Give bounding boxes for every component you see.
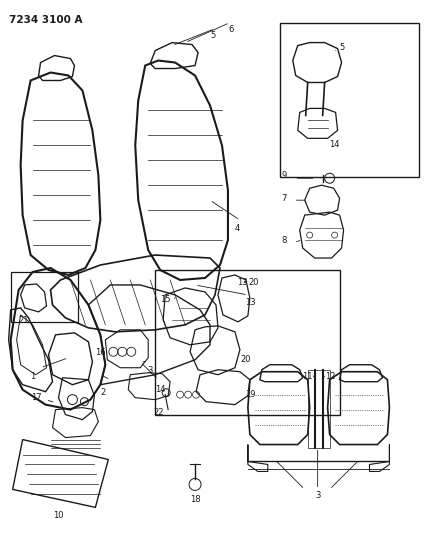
Text: 16: 16	[95, 348, 106, 357]
Text: 7: 7	[282, 193, 287, 203]
Text: 4: 4	[235, 224, 240, 233]
Text: 3: 3	[315, 491, 320, 500]
Text: 15: 15	[160, 295, 171, 304]
Text: 13: 13	[237, 278, 248, 287]
Text: 21: 21	[18, 316, 29, 325]
Text: 9: 9	[282, 171, 287, 180]
Text: 12: 12	[325, 372, 335, 381]
Text: 14: 14	[329, 140, 340, 149]
Text: 1: 1	[30, 372, 35, 381]
Bar	[280, 22, 419, 177]
Text: 22: 22	[153, 408, 163, 417]
Text: 10: 10	[53, 511, 64, 520]
Text: 3: 3	[148, 366, 153, 375]
Text: 7234 3100 A: 7234 3100 A	[9, 15, 82, 25]
Text: 13: 13	[245, 298, 256, 307]
Text: 14: 14	[155, 385, 166, 394]
Text: 6: 6	[228, 25, 233, 34]
Text: 11: 11	[302, 372, 313, 381]
Text: 20: 20	[248, 278, 258, 287]
Text: 18: 18	[190, 495, 200, 504]
Text: 17: 17	[30, 393, 41, 402]
Text: 20: 20	[240, 355, 251, 364]
Text: 5: 5	[340, 43, 345, 52]
Text: 2: 2	[101, 387, 106, 397]
Text: 19: 19	[245, 390, 255, 399]
Text: 5: 5	[210, 30, 215, 39]
Bar	[11, 272, 79, 322]
Text: 8: 8	[282, 236, 287, 245]
Bar	[155, 270, 340, 415]
